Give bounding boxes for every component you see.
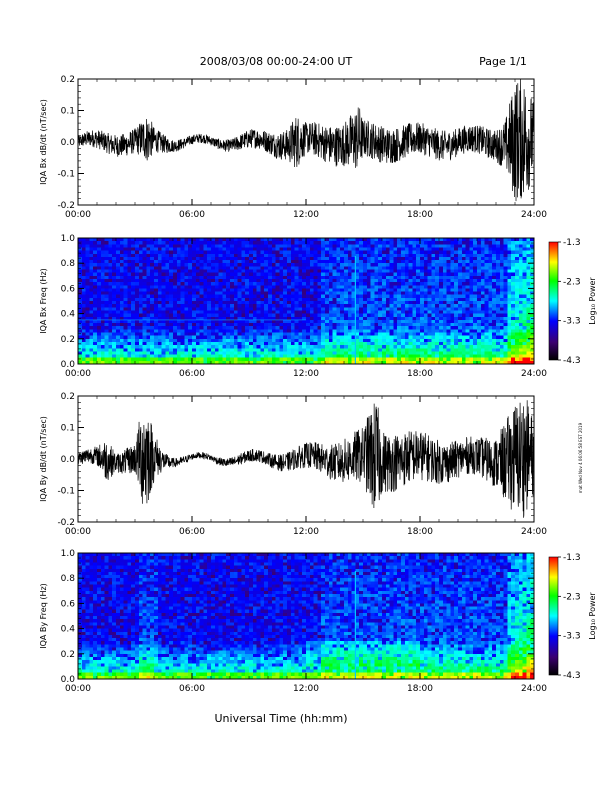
x-tick-label: 24:00 bbox=[521, 210, 547, 220]
colorbar-tick-label: -1.3 bbox=[563, 238, 581, 248]
colorbar-tick-label: -4.3 bbox=[563, 671, 581, 681]
colorbar-tick-label: -4.3 bbox=[563, 356, 581, 366]
y-tick-label: 0.0 bbox=[61, 675, 76, 685]
colorbar bbox=[548, 556, 559, 676]
page-indicator: Page 1/1 bbox=[479, 55, 527, 68]
y-tick-label: 0.2 bbox=[61, 75, 75, 85]
y-tick-label: -0.2 bbox=[57, 201, 75, 211]
colorbar-tick-label: -2.3 bbox=[563, 277, 581, 287]
x-tick-label: 00:00 bbox=[65, 527, 91, 537]
figure-title: 2008/03/08 00:00-24:00 UT bbox=[200, 55, 353, 68]
heatmap-cells bbox=[78, 238, 535, 365]
y-tick-label: 0.1 bbox=[61, 424, 75, 434]
y-tick-label: 0.0 bbox=[61, 360, 76, 370]
y-tick-label: 0.1 bbox=[61, 107, 75, 117]
x-tick-label: 00:00 bbox=[65, 369, 91, 379]
colorbar-label: Log₁₀ Power bbox=[588, 592, 597, 640]
y-tick-label: 0.6 bbox=[61, 599, 76, 609]
x-tick-label: 24:00 bbox=[521, 684, 547, 694]
y-tick-label: 0.0 bbox=[61, 138, 76, 148]
y-axis-label: IQA Bx dB/dt (nT/sec) bbox=[39, 99, 48, 185]
x-tick-label: 06:00 bbox=[179, 369, 205, 379]
x-tick-label: 06:00 bbox=[179, 527, 205, 537]
colorbar bbox=[548, 241, 559, 361]
y-tick-label: 0.2 bbox=[61, 392, 75, 402]
x-axis-label: Universal Time (hh:mm) bbox=[215, 712, 348, 725]
x-tick-label: 00:00 bbox=[65, 210, 91, 220]
colorbar-tick-label: -2.3 bbox=[563, 592, 581, 602]
y-axis-label: IQA By Freq (Hz) bbox=[39, 583, 48, 649]
colorbar-label: Log₁₀ Power bbox=[588, 277, 597, 325]
y-tick-label: -0.1 bbox=[57, 170, 75, 180]
y-tick-label: -0.1 bbox=[57, 487, 75, 497]
x-tick-label: 12:00 bbox=[293, 369, 319, 379]
x-tick-label: 18:00 bbox=[407, 684, 433, 694]
x-tick-label: 24:00 bbox=[521, 369, 547, 379]
y-tick-label: 1.0 bbox=[61, 549, 76, 559]
colorbar-tick-label: -3.3 bbox=[563, 317, 581, 327]
y-axis-label: IQA Bx Freq (Hz) bbox=[39, 268, 48, 334]
y-axis-label: IQA By dB/dt (nT/sec) bbox=[39, 416, 48, 502]
y-tick-label: 1.0 bbox=[61, 234, 76, 244]
panel-1: 00:00 06:00 12:00 18:00 24:00 0.2 0.1 0.0 -0.1 -0… bbox=[39, 75, 547, 220]
panel-4: -1.3 -2.3 -3.3 -4.3 Log₁₀ Power 00:00 06:00 12:… bbox=[39, 549, 597, 694]
y-tick-label: 0.4 bbox=[61, 625, 76, 635]
x-tick-label: 06:00 bbox=[179, 684, 205, 694]
panels: 00:00 06:00 12:00 18:00 24:00 0.2 0.1 0.0 -0.1 -0… bbox=[39, 75, 597, 694]
y-tick-label: 0.2 bbox=[61, 650, 75, 660]
series-line bbox=[77, 78, 535, 202]
colorbar-tick-label: -1.3 bbox=[563, 553, 581, 563]
y-tick-label: 0.6 bbox=[61, 284, 76, 294]
x-tick-label: 18:00 bbox=[407, 369, 433, 379]
y-tick-label: 0.4 bbox=[61, 310, 76, 320]
y-tick-label: -0.2 bbox=[57, 518, 75, 528]
x-tick-label: 06:00 bbox=[179, 210, 205, 220]
colorbar-tick-label: -3.3 bbox=[563, 632, 581, 642]
x-tick-label: 24:00 bbox=[521, 527, 547, 537]
panel-3: 00:00 06:00 12:00 18:00 24:00 0.2 0.1 0.0 -0.1 -0… bbox=[39, 392, 547, 537]
x-tick-label: 12:00 bbox=[293, 527, 319, 537]
heatmap-cells bbox=[78, 553, 535, 680]
x-tick-label: 12:00 bbox=[293, 684, 319, 694]
panel-2: -1.3 -2.3 -3.3 -4.3 Log₁₀ Power 00:00 06:00 12:… bbox=[39, 234, 597, 379]
series-line bbox=[77, 400, 535, 518]
x-tick-label: 12:00 bbox=[293, 210, 319, 220]
x-tick-label: 00:00 bbox=[65, 684, 91, 694]
x-tick-label: 18:00 bbox=[407, 210, 433, 220]
side-note: mat Wed Nov 4 06:06:58 EST 2019 bbox=[578, 422, 583, 493]
x-tick-label: 18:00 bbox=[407, 527, 433, 537]
y-tick-label: 0.2 bbox=[61, 335, 75, 345]
y-tick-label: 0.8 bbox=[61, 259, 76, 269]
y-tick-label: 0.0 bbox=[61, 455, 76, 465]
y-tick-label: 0.8 bbox=[61, 574, 76, 584]
